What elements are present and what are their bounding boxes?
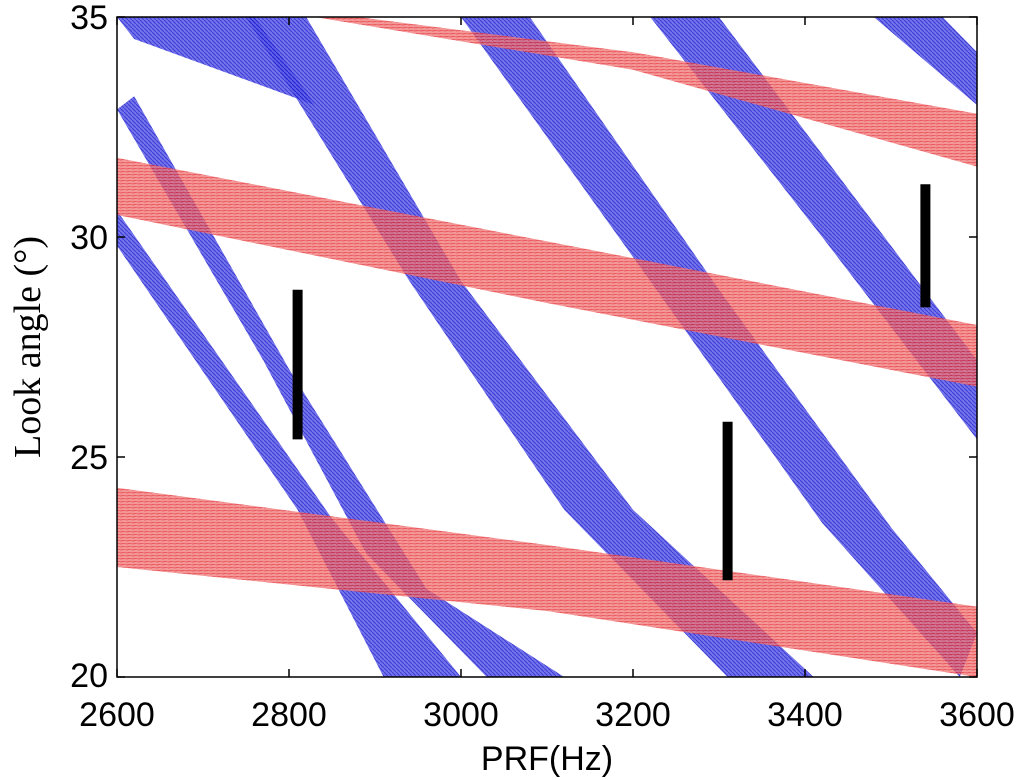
y-tick-label-35: 35 [70,0,108,37]
y-axis-label: Look angle (°) [7,236,49,458]
red-band-2 [117,157,977,387]
y-tick-label-25: 25 [70,439,108,477]
x-axis: 2600 2800 3000 3200 3400 3600 [79,17,1015,734]
y-tick-label-30: 30 [70,219,108,257]
x-axis-label: PRF(Hz) [481,740,613,778]
red-band-3 [314,17,977,167]
y-tick-label-20: 20 [70,657,108,695]
red-band-1 [117,487,977,677]
x-tick-label-3400: 3400 [767,696,843,734]
blue-band-3 [246,17,814,677]
plot-area [117,17,977,677]
x-tick-label-3000: 3000 [423,696,499,734]
x-tick-label-3600: 3600 [939,696,1015,734]
markers [292,184,931,581]
x-tick-label-2800: 2800 [251,696,327,734]
blue-band-7 [117,17,315,105]
blue-bands [117,17,977,677]
y-axis: 20 25 30 35 [70,0,977,695]
red-bands [117,17,977,677]
plot-frame [116,16,978,678]
x-tick-label-3200: 3200 [595,696,671,734]
blue-band-6 [873,17,977,105]
blue-band-2 [117,96,565,677]
blue-band-4 [461,17,977,677]
x-tick-label-2600: 2600 [79,696,155,734]
